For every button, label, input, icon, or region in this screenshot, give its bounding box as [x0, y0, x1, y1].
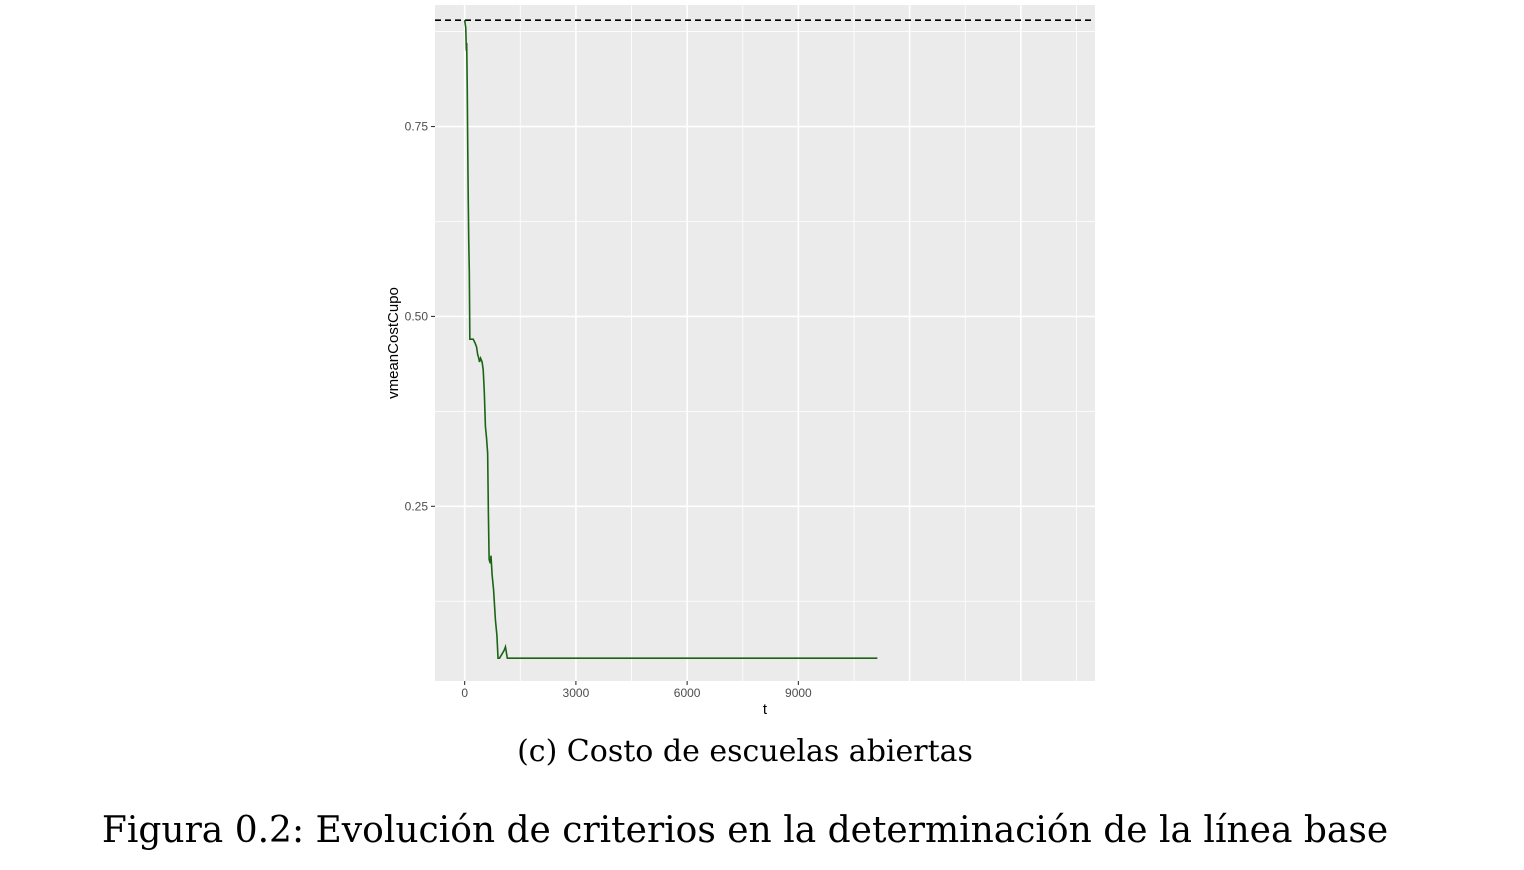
x-tick-label: 9000	[785, 686, 812, 700]
y-tick-label: 0.75	[405, 120, 429, 134]
x-axis-title: t	[763, 701, 768, 718]
y-axis-title: vmeanCostCupo	[385, 287, 402, 399]
y-tick-label: 0.25	[405, 499, 429, 513]
series-line	[463, 20, 878, 660]
x-axis: 0 3000 6000 9000	[461, 681, 812, 700]
minor-gridlines	[435, 5, 1095, 681]
subfigure-caption: (c) Costo de escuelas abiertas	[517, 734, 973, 769]
x-tick-label: 6000	[674, 686, 701, 700]
figure-caption: Figura 0.2: Evolución de criterios en la…	[101, 810, 1389, 851]
x-tick-label: 0	[461, 686, 468, 700]
x-tick-label: 3000	[563, 686, 590, 700]
line-chart: 0 3000 6000 9000 0.25 0.50 0.75 t vmeanCostCu…	[385, 5, 1095, 718]
y-axis: 0.25 0.50 0.75	[405, 120, 435, 513]
plot-panel	[435, 5, 1095, 681]
major-gridlines	[435, 5, 1095, 681]
y-tick-label: 0.50	[405, 309, 429, 323]
